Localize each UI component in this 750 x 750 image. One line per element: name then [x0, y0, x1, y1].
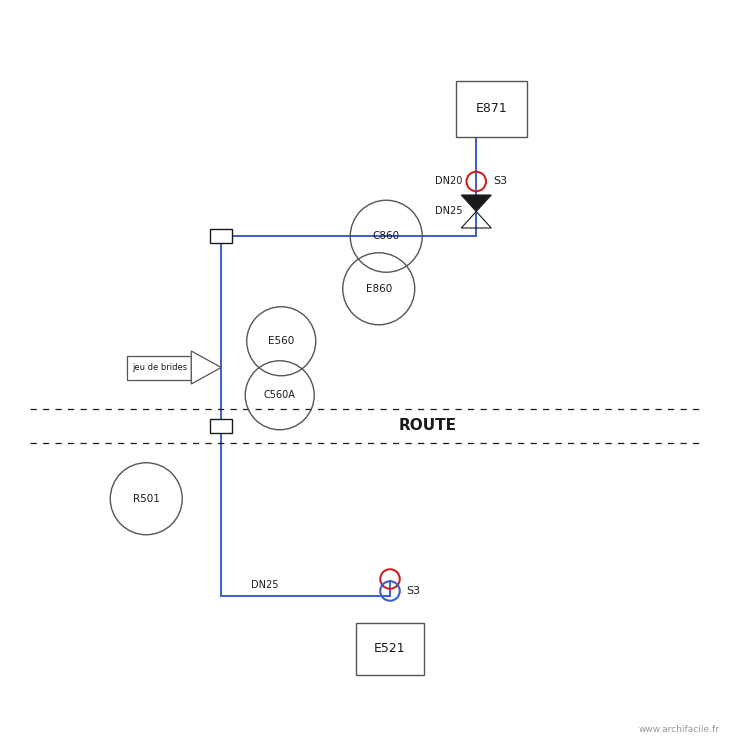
Bar: [128, 356, 191, 380]
Bar: [456, 81, 526, 136]
Text: E560: E560: [268, 336, 294, 346]
Text: DN20: DN20: [435, 176, 463, 187]
Text: jeu de brides: jeu de brides: [132, 363, 187, 372]
Text: R501: R501: [133, 494, 160, 504]
Text: E521: E521: [374, 642, 406, 656]
Bar: [356, 622, 424, 675]
Text: C560A: C560A: [264, 390, 296, 400]
Text: C860: C860: [373, 231, 400, 242]
Bar: [210, 419, 232, 433]
Text: DN25: DN25: [251, 580, 279, 590]
Text: E871: E871: [476, 102, 507, 116]
Text: DN25: DN25: [435, 206, 463, 217]
Text: www.archifacile.fr: www.archifacile.fr: [639, 724, 720, 734]
Text: ROUTE: ROUTE: [398, 419, 457, 434]
Polygon shape: [191, 351, 221, 384]
Bar: [210, 230, 232, 243]
Text: S3: S3: [493, 176, 507, 187]
Polygon shape: [461, 195, 491, 211]
Text: E860: E860: [366, 284, 392, 294]
Text: S3: S3: [406, 586, 421, 596]
